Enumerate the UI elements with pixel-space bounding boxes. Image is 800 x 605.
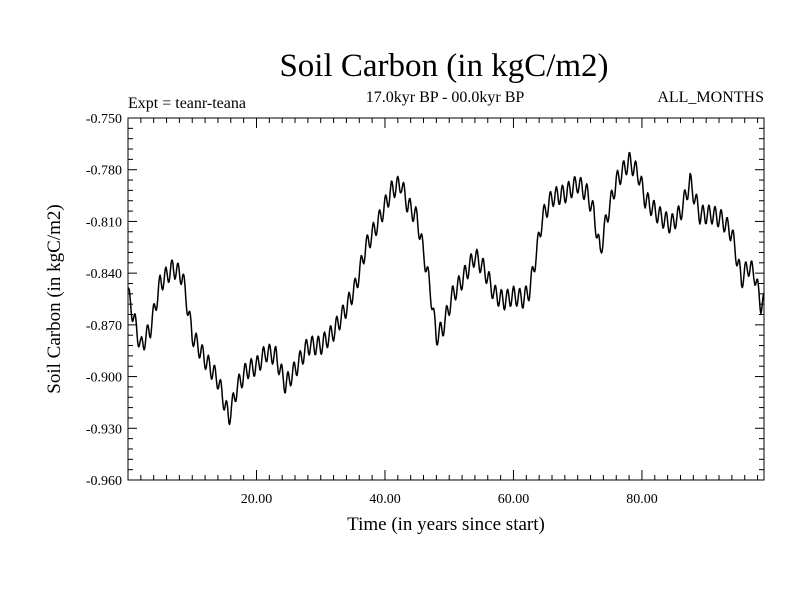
y-tick-label: -0.810 [86,215,122,230]
series-layer [127,151,765,426]
x-tick-label: 20.00 [241,492,273,507]
y-tick-label: -0.930 [86,422,122,437]
series-line [127,151,765,426]
experiment-label: Expt = teanr-teana [128,95,246,112]
chart-subtitle: 17.0kyr BP - 00.0kyr BP [366,89,525,106]
x-axis-label: Time (in years since start) [347,514,545,535]
x-tick-label: 40.00 [369,492,401,507]
y-tick-label: -0.960 [86,474,122,489]
x-tick-label: 80.00 [626,492,658,507]
months-label: ALL_MONTHS [657,89,764,106]
plot-frame [127,117,765,481]
y-tick-label: -0.900 [86,371,122,386]
x-tick-label: 60.00 [498,492,530,507]
y-axis-label: Soil Carbon (in kgC/m2) [44,204,65,393]
y-tick-label: -0.750 [86,112,122,127]
y-tick-label: -0.840 [86,267,122,282]
y-tick-label: -0.870 [86,319,122,334]
y-tick-label: -0.780 [86,164,122,179]
axes-layer: -0.750 -0.780 -0.810 -0.840 -0.870 -0.900 -0.9… [86,112,765,507]
chart-title: Soil Carbon (in kgC/m2) [279,48,608,84]
